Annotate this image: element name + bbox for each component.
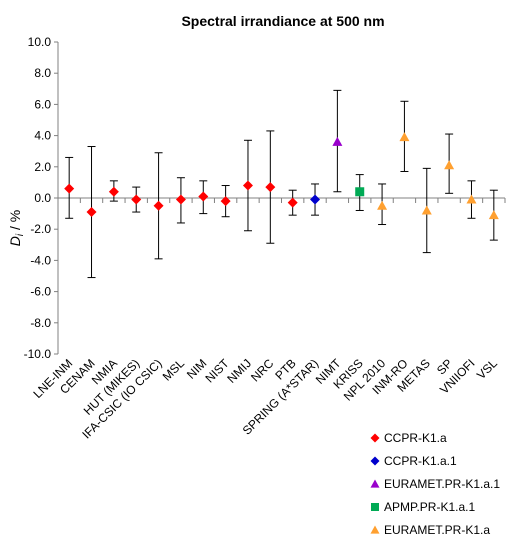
data-point [265,182,276,193]
legend-label: EURAMET.PR-K1.a.1 [384,477,500,491]
y-tick-label: -10.0 [24,347,52,361]
data-point [131,194,142,205]
data-point [310,194,321,205]
data-point [488,210,499,220]
data-point [287,197,298,208]
x-category-label: NRC [248,356,277,385]
axes [54,41,506,355]
y-tick-label: 4.0 [34,129,51,143]
data-point [86,207,97,218]
data-point [444,160,455,170]
y-tick-label: 6.0 [34,97,51,111]
legend-marker [371,503,379,511]
y-axis-label-main: D [7,236,23,246]
y-tick-labels: 10.0 8.0 6.0 4.0 2.0 0.0 -2.0 -4.0 -6.0 -8.0 -10.0 [24,35,52,361]
x-category-label: NIST [203,356,233,386]
data-point [242,180,253,191]
y-axis-label-unit: / % [7,210,23,234]
y-tick-label: 2.0 [34,160,51,174]
y-tick-label: -8.0 [30,316,51,330]
data-point [399,132,410,142]
x-category-label: MSL [160,356,188,384]
legend-label: CCPR-K1.a.1 [384,454,457,468]
y-tick-label: -6.0 [30,285,51,299]
data-point [64,183,75,194]
chart-title: Spectral irrandiance at 500 nm [181,13,384,29]
data-point [175,194,186,205]
legend-label: CCPR-K1.a [384,431,447,445]
data-point [421,205,432,215]
data-point [355,187,365,197]
y-axis-label: Di / % [7,210,26,246]
y-tick-label: 8.0 [34,66,51,80]
data-point [153,200,164,211]
data-point [377,200,388,210]
legend-marker [370,479,380,488]
legend-marker [370,433,380,443]
y-axis-label-sub: i [15,233,26,236]
legend-label: EURAMET.PR-K1.a [384,523,490,537]
y-tick-label: -4.0 [30,253,51,267]
y-tick-label: -2.0 [30,222,51,236]
y-tick-label: 10.0 [28,35,52,49]
legend: CCPR-K1.a CCPR-K1.a.1 EURAMET.PR-K1.a.1 APM… [370,431,500,537]
y-tick-label: 0.0 [34,191,51,205]
data-point [332,136,343,146]
legend-label: APMP.PR-K1.a.1 [384,500,475,514]
data-point [220,196,231,207]
data-point [108,186,119,197]
data-point [198,191,209,202]
legend-marker [370,525,380,534]
data-marks [64,89,499,279]
legend-marker [370,456,380,466]
x-category-label: VSL [474,356,500,382]
x-category-label: NMIJ [224,356,254,386]
data-point [466,194,477,204]
